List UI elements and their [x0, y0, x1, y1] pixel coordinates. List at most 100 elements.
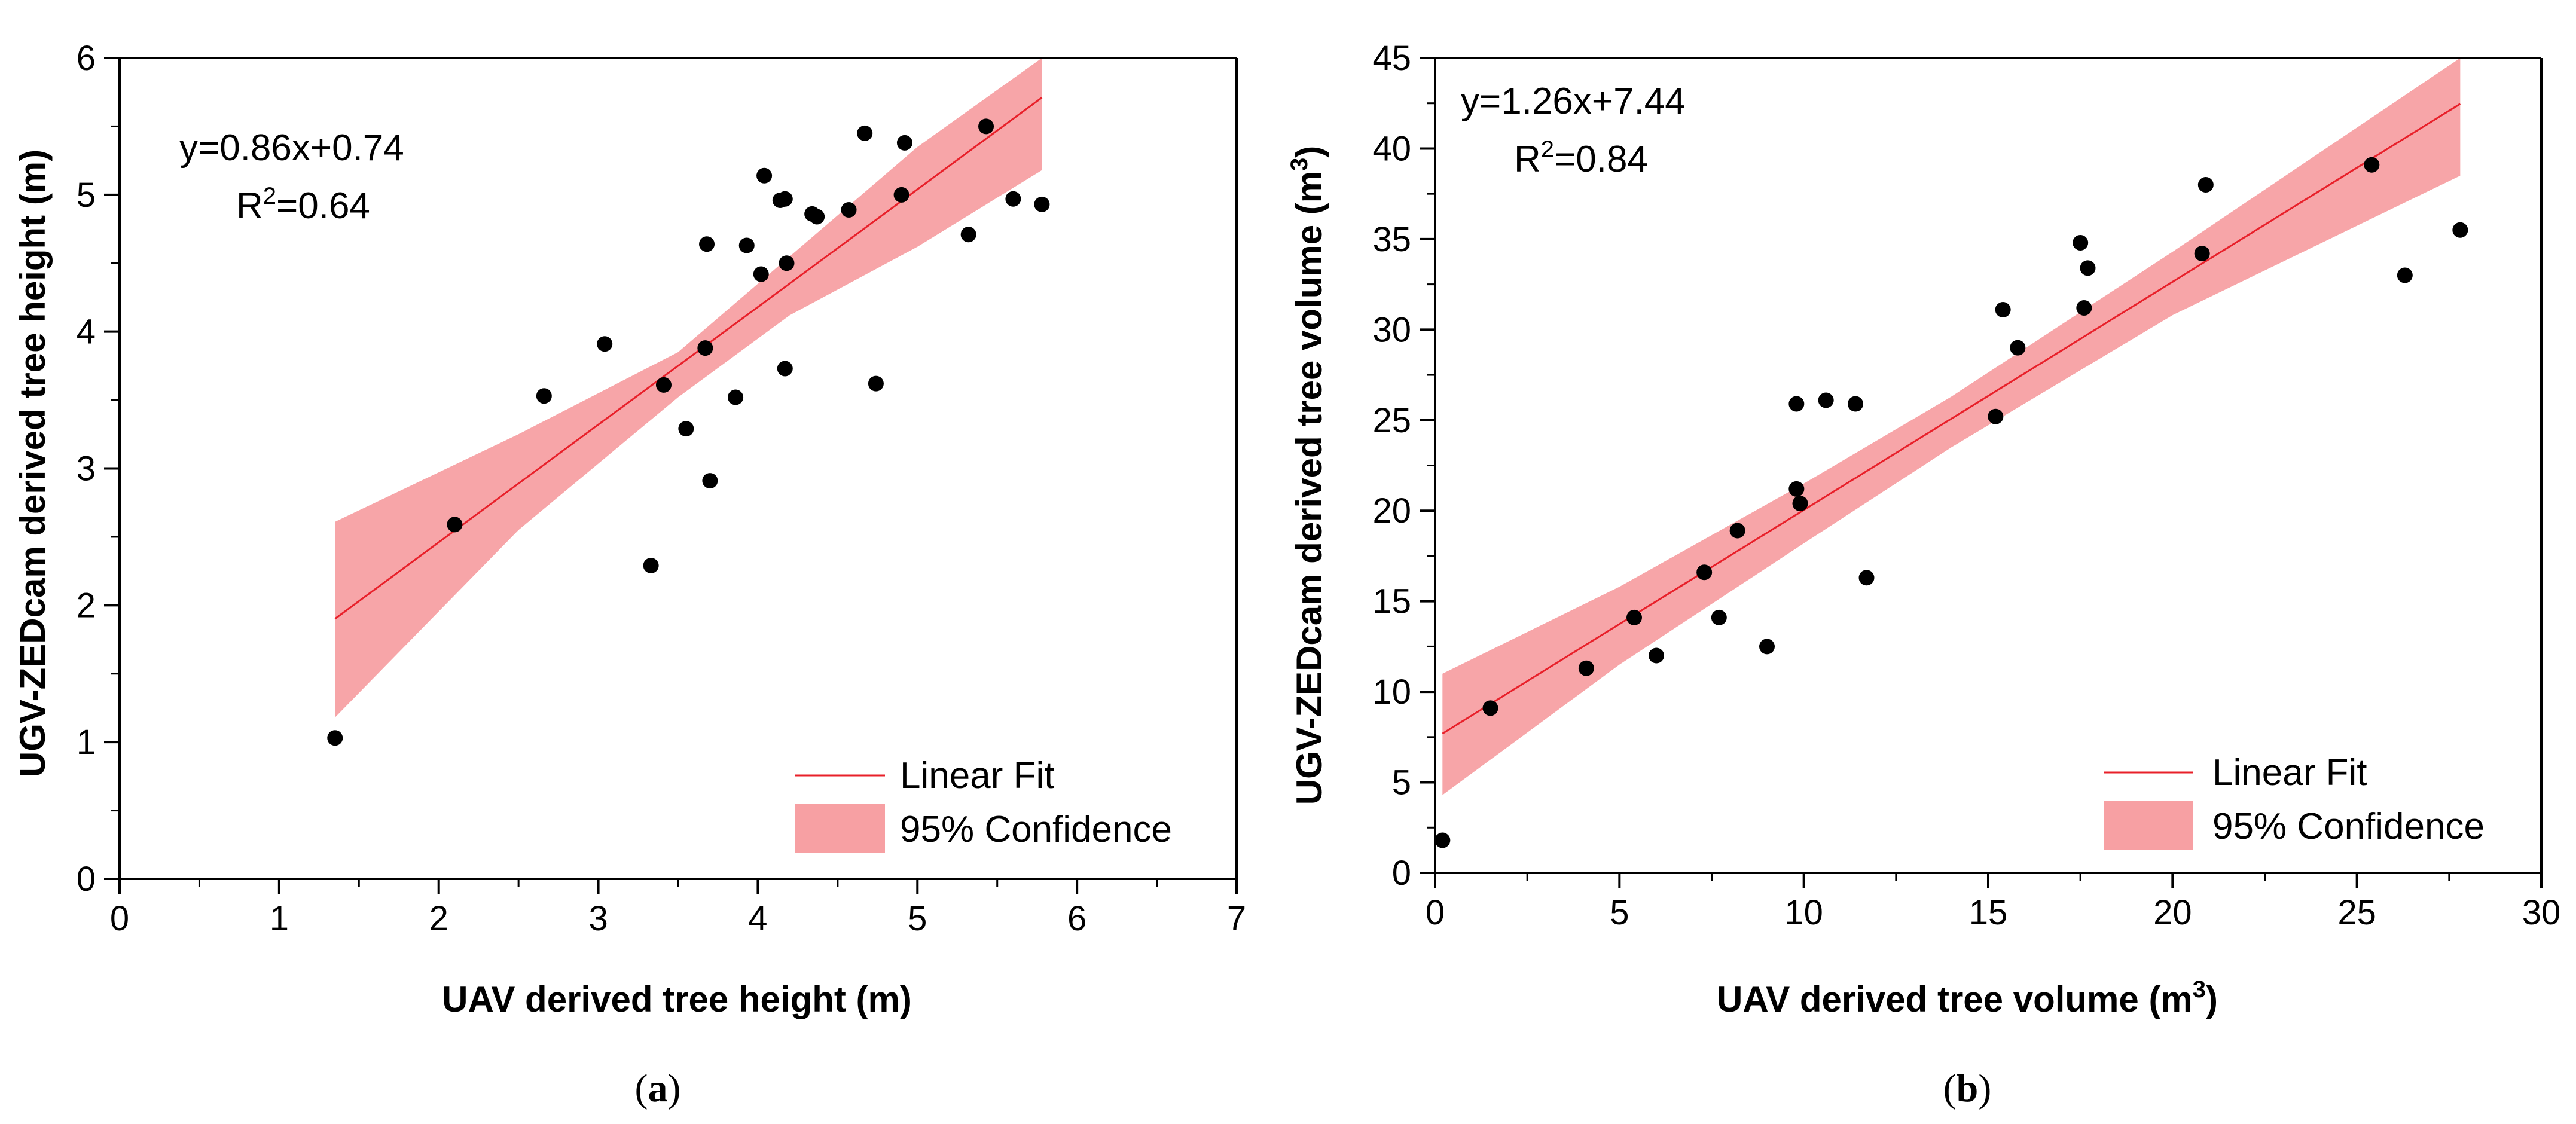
data-point [447, 517, 463, 533]
data-point [777, 191, 793, 207]
chart-panel-b: 0 5 10 15 20 25 30 0 5 10 15 20 25 30 35 40 45 y=1.26x+7… [1286, 39, 2560, 1110]
x-tick-label: 3 [588, 899, 608, 938]
data-point [1788, 481, 1805, 497]
x-tick-label: 7 [1227, 899, 1246, 938]
data-point [1626, 609, 1642, 625]
chart-a-legend: Linear Fit 95% Confidence [795, 755, 1172, 853]
x-tick-label: 4 [748, 899, 767, 938]
x-tick-label: 20 [2153, 893, 2192, 932]
data-point [2194, 246, 2210, 262]
y-tick-label: 5 [1392, 763, 1411, 802]
chart-a-caption: (a) [635, 1067, 681, 1110]
data-point [597, 336, 613, 352]
data-point [2452, 222, 2468, 238]
x-tick-label: 30 [2522, 893, 2561, 932]
y-tick-label: 45 [1372, 39, 1411, 78]
chart-b-x-axis-title: UAV derived tree volume (m3) [1717, 976, 2218, 1019]
chart-b-r-squared: R2=0.84 [1514, 136, 1648, 180]
data-point [1848, 396, 1863, 412]
data-point [753, 266, 769, 282]
data-point [1711, 609, 1727, 625]
data-point [1434, 832, 1451, 848]
data-point [1005, 191, 1021, 207]
data-point [868, 375, 884, 392]
data-point [1649, 647, 1664, 664]
legend-band-swatch [795, 804, 885, 853]
data-point [1759, 639, 1775, 655]
data-point [1995, 302, 2011, 318]
y-tick-label: 0 [1392, 854, 1411, 893]
data-point [2010, 340, 2026, 356]
x-tick-label: 10 [1784, 893, 1823, 932]
y-tick-label: 4 [77, 313, 96, 352]
chart-b-equation: y=1.26x+7.44 [1461, 81, 1686, 122]
chart-b-y-axis-title: UGV-ZEDcam derived tree volume (m3) [1286, 146, 1329, 805]
data-point [1578, 660, 1594, 676]
data-point [1729, 523, 1745, 539]
x-tick-label: 2 [429, 899, 448, 938]
data-point [777, 361, 793, 377]
data-point [655, 377, 672, 393]
y-tick-label: 6 [77, 39, 96, 78]
chart-panel-a: 0 1 2 3 4 5 6 7 0 1 2 3 4 5 6 y=0.86x+0.74 R2=0.64 UAV… [13, 39, 1246, 1110]
x-tick-label: 0 [1426, 893, 1445, 932]
x-tick-label: 15 [1969, 893, 2008, 932]
data-point [1988, 408, 2004, 424]
y-tick-label: 3 [77, 450, 96, 488]
data-point [2073, 234, 2089, 251]
x-tick-label: 1 [270, 899, 289, 938]
chart-a-equation: y=0.86x+0.74 [179, 127, 404, 169]
y-tick-label: 2 [77, 586, 96, 625]
chart-b-legend: Linear Fit 95% Confidence [2104, 752, 2485, 850]
data-point [893, 187, 909, 203]
data-point [738, 237, 755, 253]
x-tick-label: 5 [908, 899, 927, 938]
data-point [728, 389, 744, 405]
y-tick-label: 10 [1372, 673, 1411, 711]
y-tick-label: 20 [1372, 491, 1411, 530]
data-point [699, 236, 715, 252]
legend-band-label: 95% Confidence [2212, 806, 2485, 847]
legend-band-label: 95% Confidence [900, 809, 1172, 850]
data-point [2364, 157, 2380, 173]
chart-a-x-axis-title: UAV derived tree height (m) [442, 979, 912, 1019]
y-tick-label: 1 [77, 723, 96, 762]
data-point [2397, 267, 2413, 283]
fit-line [334, 96, 1043, 620]
data-point [779, 255, 795, 271]
confidence-band [335, 58, 1042, 717]
data-point [2076, 300, 2092, 316]
data-point [841, 202, 857, 218]
data-point [536, 388, 552, 404]
y-tick-label: 25 [1372, 401, 1411, 440]
x-tick-label: 6 [1067, 899, 1086, 938]
chart-b-caption: (b) [1943, 1067, 1992, 1110]
data-point [1858, 570, 1875, 586]
chart-a-y-axis-title: UGV-ZEDcam derived tree height (m) [13, 149, 53, 777]
x-tick-label: 0 [110, 899, 129, 938]
legend-fit-label: Linear Fit [900, 755, 1054, 796]
legend-band-swatch [2104, 801, 2193, 850]
chart-a-plot-area: 0 1 2 3 4 5 6 7 0 1 2 3 4 5 6 [77, 39, 1246, 938]
x-tick-label: 5 [1610, 893, 1629, 932]
y-tick-label: 40 [1372, 129, 1411, 168]
data-point [857, 125, 873, 141]
data-point [697, 340, 713, 356]
data-point [809, 209, 825, 225]
data-point [1696, 564, 1713, 581]
confidence-band [1442, 58, 2461, 795]
legend-fit-label: Linear Fit [2212, 752, 2367, 793]
data-point [1788, 396, 1805, 412]
y-tick-label: 5 [77, 176, 96, 215]
fit-line [1442, 103, 2461, 735]
data-point [1482, 700, 1498, 716]
data-point [1818, 392, 1834, 408]
data-point [678, 421, 694, 437]
chart-a-r-squared: R2=0.64 [236, 183, 370, 227]
y-tick-label: 30 [1372, 310, 1411, 349]
data-point [978, 118, 994, 135]
data-point [2080, 260, 2096, 276]
data-point [643, 557, 659, 573]
data-point [327, 730, 343, 746]
